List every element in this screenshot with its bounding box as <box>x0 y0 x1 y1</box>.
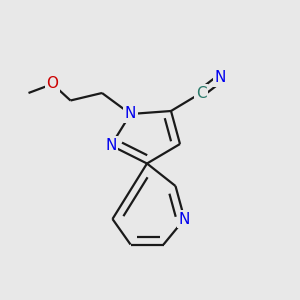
Text: O: O <box>46 76 58 92</box>
Text: N: N <box>105 138 117 153</box>
Text: N: N <box>179 212 190 226</box>
Text: N: N <box>125 106 136 122</box>
Text: N: N <box>215 70 226 86</box>
Text: C: C <box>196 85 206 100</box>
